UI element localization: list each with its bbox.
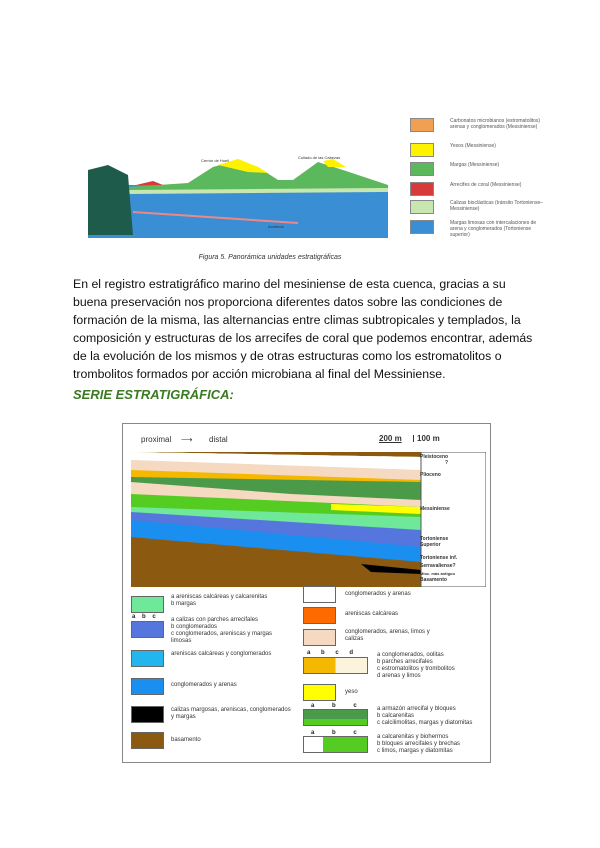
legend-text: conglomerados y arenas: [345, 591, 411, 597]
stratigraphic-column: [131, 452, 486, 587]
age-label: Plioceno: [420, 472, 441, 478]
legend-marks: a b c: [132, 614, 156, 620]
legend-swatch: [303, 657, 368, 674]
legend-swatch: [303, 684, 336, 701]
legend-swatch: [410, 182, 434, 196]
legend-text: Margas limosas con intercalaciones de ar…: [450, 220, 537, 238]
scale-vertical: 100 m: [413, 435, 440, 443]
legend-swatch: [131, 650, 164, 667]
legend-text: a calizas con parches arrecifales b cong…: [171, 617, 273, 644]
legend-text: Arrecifes de coral (Messiniense): [450, 182, 522, 188]
legend-text: a conglomerados, oolitas b parches arrec…: [377, 652, 455, 679]
legend-text: areniscas calcáreas: [345, 611, 399, 617]
age-label: Serravaliense?: [420, 563, 456, 569]
legend-swatch: [303, 586, 336, 603]
legend-marks: a b c: [311, 730, 357, 736]
legend-swatch: [303, 629, 336, 646]
age-label: Messiniense: [420, 506, 450, 512]
age-label: Tortoniense inf.: [420, 555, 458, 561]
legend-text: Calizas bioclásticas (tránsito Tortonien…: [450, 200, 544, 212]
legend-swatch: [303, 607, 336, 624]
age-label: Pleistoceno: [420, 454, 449, 460]
legend-text: areniscas calcáreas y conglomerados: [171, 651, 272, 657]
label-right-peak: Collado de las Cabezas: [298, 155, 340, 160]
legend-text: yeso: [345, 689, 358, 695]
scale-horizontal: 200 m: [379, 434, 402, 443]
legend-swatch: [131, 621, 164, 638]
arrow-right-icon: ⟶: [181, 435, 193, 444]
age-label: Basamento: [420, 577, 447, 583]
legend-text: a armazón arrecifal y bloques b calcaren…: [377, 706, 473, 726]
figure-caption: Figura 5. Panorámica unidades estratigrá…: [198, 254, 342, 261]
legend-swatch: [410, 143, 434, 157]
legend-swatch: [131, 706, 164, 723]
legend-swatch: [410, 118, 434, 132]
legend-swatch: [410, 162, 434, 176]
section-heading: SERIE ESTRATIGRÁFICA:: [73, 387, 234, 402]
legend-text: basamento: [171, 737, 201, 743]
legend-swatch: [131, 732, 164, 749]
legend-text: Margas (Messiniense): [450, 162, 500, 168]
age-label: Mioc. más antiguo: [420, 571, 455, 576]
legend-swatch: [410, 200, 434, 214]
label-left-peak: Cerrón de Huelí: [201, 158, 230, 163]
legend-swatch: [131, 596, 164, 613]
legend-swatch: [131, 678, 164, 695]
proximal-label: proximal: [141, 435, 172, 444]
legend-swatch: [410, 220, 434, 234]
legend-text: a calcarenitas y biohermos b bloques arr…: [377, 734, 461, 754]
legend-marks: a b c d: [307, 650, 354, 656]
legend-text: conglomerados, arenas, limos y calizas: [345, 629, 430, 642]
distal-label: distal: [209, 435, 228, 444]
stratigraphic-series-figure: proximal ⟶ distal 200 m 100 m Pleistocen…: [122, 423, 491, 763]
legend-swatch: [303, 709, 368, 726]
legend-swatch: [303, 736, 368, 753]
label-bottom: Acebedo: [268, 224, 285, 229]
legend-text: a areniscas calcáreas y calcarenitas b m…: [171, 594, 268, 607]
panorama-cross-section: Cerrón de Huelí Collado de las Cabezas A…: [88, 155, 388, 238]
legend-marks: a b c: [311, 703, 357, 709]
age-label: ?: [445, 460, 449, 466]
legend-text: calizas margosas, areniscas, conglomerad…: [171, 707, 291, 720]
age-label: Tortoniense Superior: [420, 536, 449, 548]
legend-text: conglomerados y arenas: [171, 682, 237, 688]
body-paragraph: En el registro estratigráfico marino del…: [73, 277, 533, 381]
legend-text: Carbonatos microbianos (estromatolitos) …: [450, 118, 541, 130]
legend-text: Yesos (Messiniense): [450, 143, 496, 149]
